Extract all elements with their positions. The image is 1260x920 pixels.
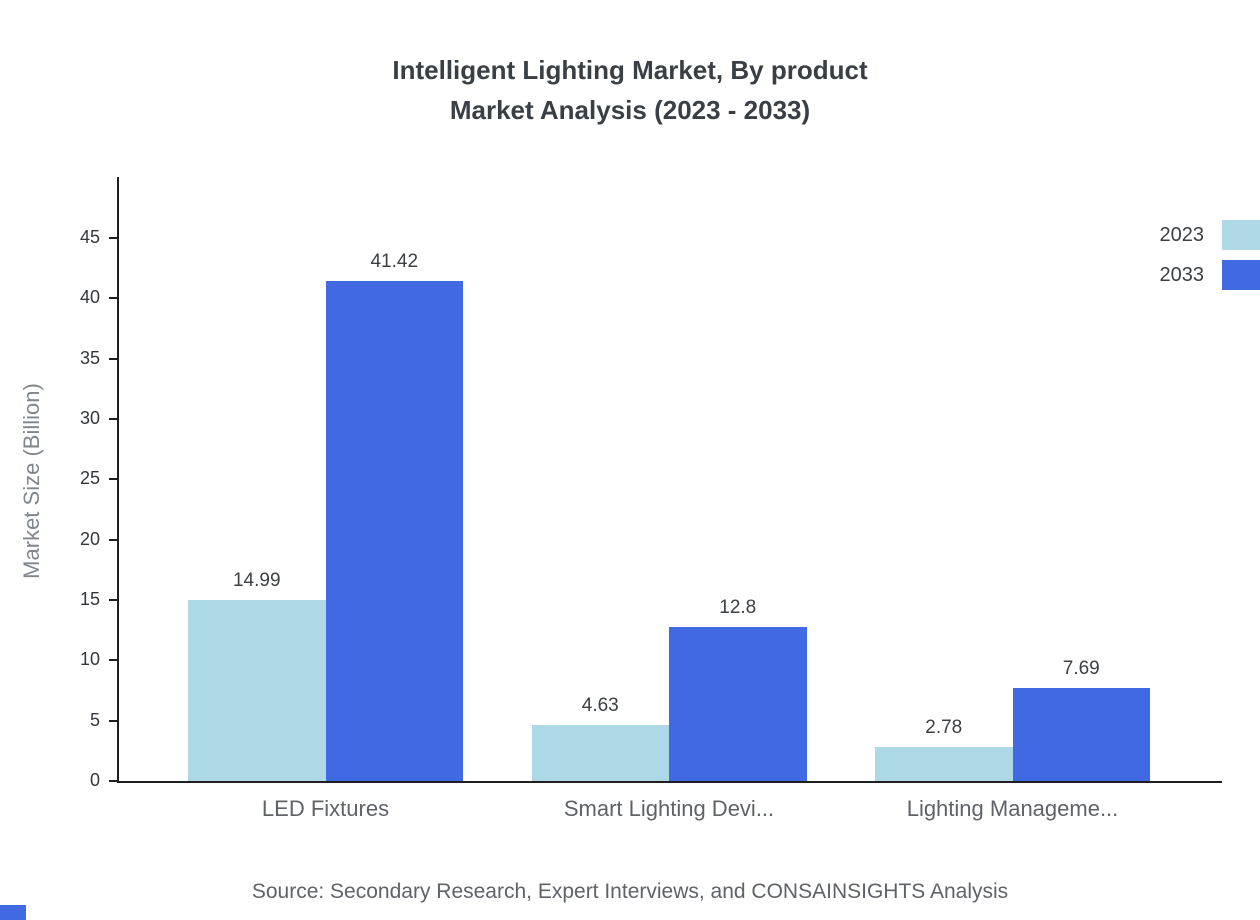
bar-value-label: 2.78 [925,717,963,739]
category-label: LED Fixtures [261,796,390,821]
y-axis [117,177,119,783]
bar-2033-2 [669,626,807,781]
bar-value-label: 41.42 [370,251,419,273]
y-tick-label: 20 [79,528,100,549]
y-tick-mark [109,659,118,662]
legend-item-2023: 2023 [1160,220,1260,250]
category-label: Smart Lighting Devi... [563,796,775,821]
y-tick-label: 5 [89,709,100,730]
legend-item-2033: 2033 [1160,260,1260,290]
y-tick-mark [109,599,118,601]
source-text: Source: Secondary Research, Expert Inter… [251,880,1009,903]
legend-label: 2033 [1159,263,1205,286]
bar-2023-2 [531,725,669,781]
chart-title-line2: Market Analysis (2023 - 2033) [449,95,811,125]
y-tick-label: 35 [79,347,100,368]
chart-title: Intelligent Lighting Market, By product … [0,50,1260,130]
y-tick-mark [109,478,118,481]
y-tick-mark [109,237,118,239]
legend-label: 2023 [1159,223,1205,246]
bar-2033-3 [1012,688,1150,781]
y-tick-mark [109,538,118,541]
y-tick-label: 45 [79,227,100,247]
bar-2033-1 [325,281,463,781]
y-tick-label: 30 [79,408,100,428]
bar-value-label: 14.99 [232,570,281,592]
y-tick-label: 25 [79,468,100,489]
category-label: Lighting Manageme... [906,796,1119,821]
legend: 2023 2033 [1160,220,1260,290]
y-tick-label: 40 [79,287,100,308]
bar-value-label: 12.8 [719,596,757,618]
legend-swatch [1222,220,1260,250]
bar-2023-3 [875,747,1013,781]
bar-2023-1 [188,600,326,781]
y-tick-mark [109,357,118,360]
chart-title-line1: Intelligent Lighting Market, By product [392,55,868,85]
bar-value-label: 7.69 [1062,658,1100,680]
y-tick-mark [109,780,118,782]
brand-mark [0,905,26,920]
legend-swatch [1222,260,1260,290]
y-tick-mark [109,719,118,722]
y-tick-label: 0 [89,770,100,790]
y-tick-label: 10 [79,649,100,670]
y-tick-mark [109,418,118,420]
bar-value-label: 4.63 [581,695,619,717]
x-axis [117,781,1222,783]
y-tick-mark [109,297,118,300]
y-tick-label: 15 [79,589,100,609]
